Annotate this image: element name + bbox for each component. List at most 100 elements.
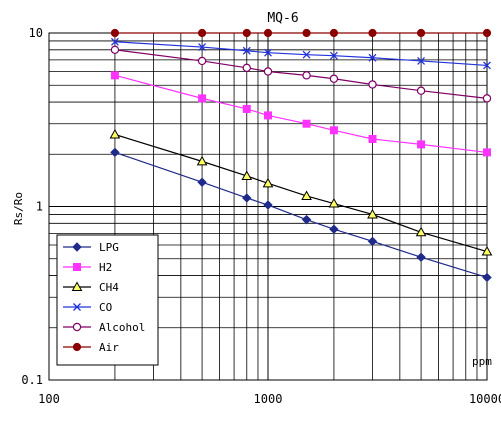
data-point-alcohol	[368, 80, 377, 89]
data-point-h2	[483, 148, 491, 157]
data-point-air	[302, 28, 311, 38]
legend-item-co: CO	[63, 301, 112, 314]
data-point-co	[302, 50, 311, 59]
marker-stroke	[368, 53, 377, 62]
legend-label-h2: H2	[99, 261, 112, 274]
data-point-co	[242, 46, 251, 55]
data-point-h2	[264, 111, 272, 120]
data-point-ch4	[196, 155, 208, 166]
data-point-lpg	[329, 224, 339, 234]
data-point-air	[329, 28, 339, 38]
marker-stroke	[73, 303, 81, 311]
data-point-ch4	[481, 246, 493, 256]
legend-label-ch4: CH4	[99, 281, 119, 294]
data-point-co	[329, 51, 338, 60]
data-point-lpg	[367, 236, 378, 247]
data-point-air	[368, 28, 377, 38]
data-point-lpg	[110, 147, 120, 158]
legend-label-co: CO	[99, 301, 112, 314]
series-h2	[110, 71, 491, 157]
data-point-alcohol	[263, 67, 273, 76]
data-point-h2	[242, 104, 251, 113]
data-point-co	[417, 57, 426, 65]
legend-item-ch4: CH4	[63, 281, 119, 294]
data-point-air	[482, 28, 492, 38]
marker-stroke	[198, 43, 207, 51]
data-point-h2	[198, 94, 207, 103]
data-point-co	[110, 37, 119, 46]
data-point-air	[197, 28, 207, 38]
data-point-ch4	[328, 198, 340, 208]
data-point-ch4	[367, 208, 378, 219]
legend-marker-co	[73, 303, 81, 311]
data-point-ch4	[241, 170, 253, 180]
legend-marker-air	[72, 342, 82, 352]
data-point-h2	[110, 71, 119, 80]
legend-label-air: Air	[99, 341, 119, 354]
data-point-ch4	[415, 226, 427, 237]
data-point-air	[263, 28, 273, 38]
legend-item-alcohol: Alcohol	[63, 321, 145, 334]
legend-box	[56, 234, 159, 366]
marker-stroke	[417, 57, 426, 65]
series-line-ch4	[114, 133, 488, 253]
x-axis-label: ppm	[472, 355, 492, 368]
series-alcohol	[110, 45, 492, 103]
series-co	[110, 37, 491, 70]
legend-item-air: Air	[63, 341, 119, 354]
data-point-lpg	[482, 272, 492, 283]
marker-stroke	[329, 51, 338, 60]
marker-stroke	[483, 61, 491, 70]
series-line-alcohol	[114, 49, 488, 99]
legend-label-alcohol: Alcohol	[99, 321, 145, 334]
data-point-h2	[368, 134, 377, 143]
legend-item-lpg: LPG	[63, 241, 119, 254]
data-point-ch4	[301, 190, 312, 200]
series-ch4	[109, 128, 493, 256]
y-tick-label: 0.1	[21, 373, 43, 387]
data-point-air	[242, 28, 251, 38]
series-lpg	[110, 147, 492, 283]
y-axis-label: Rs/Ro	[12, 192, 25, 225]
data-point-alcohol	[482, 94, 492, 103]
data-point-h2	[302, 119, 311, 128]
legend-marker-lpg	[72, 242, 82, 252]
series-air	[110, 28, 492, 38]
legend-item-h2: H2	[63, 261, 112, 274]
data-point-alcohol	[416, 86, 426, 95]
data-point-alcohol	[197, 56, 207, 66]
legend-label-lpg: LPG	[99, 241, 119, 254]
data-point-alcohol	[110, 45, 120, 55]
grid-lines	[49, 33, 487, 380]
data-point-ch4	[109, 128, 121, 139]
data-point-alcohol	[302, 71, 311, 80]
marker-stroke	[110, 37, 119, 46]
data-point-co	[198, 43, 207, 51]
x-tick-label: 1000	[254, 392, 283, 406]
data-point-alcohol	[329, 74, 339, 83]
data-point-h2	[417, 140, 426, 149]
data-point-co	[368, 53, 377, 62]
data-point-air	[110, 28, 120, 38]
legend-marker-alcohol	[72, 322, 82, 332]
x-tick-label: 100	[38, 392, 60, 406]
data-point-alcohol	[242, 63, 251, 73]
data-point-co	[264, 48, 272, 57]
data-point-lpg	[263, 200, 273, 210]
marker-stroke	[242, 46, 251, 55]
legend: LPG H2 CH4 CO Alcohol Air	[56, 234, 159, 366]
series-line-co	[114, 41, 488, 67]
series-line-h2	[114, 74, 488, 154]
data-point-h2	[329, 126, 338, 135]
data-point-ch4	[262, 177, 274, 188]
data-point-air	[416, 28, 426, 38]
data-point-co	[483, 61, 491, 70]
legend-marker-ch4	[71, 281, 83, 291]
series-layer	[109, 28, 493, 283]
data-point-lpg	[197, 177, 207, 187]
y-tick-label: 1	[36, 200, 43, 214]
marker-stroke	[264, 48, 272, 57]
